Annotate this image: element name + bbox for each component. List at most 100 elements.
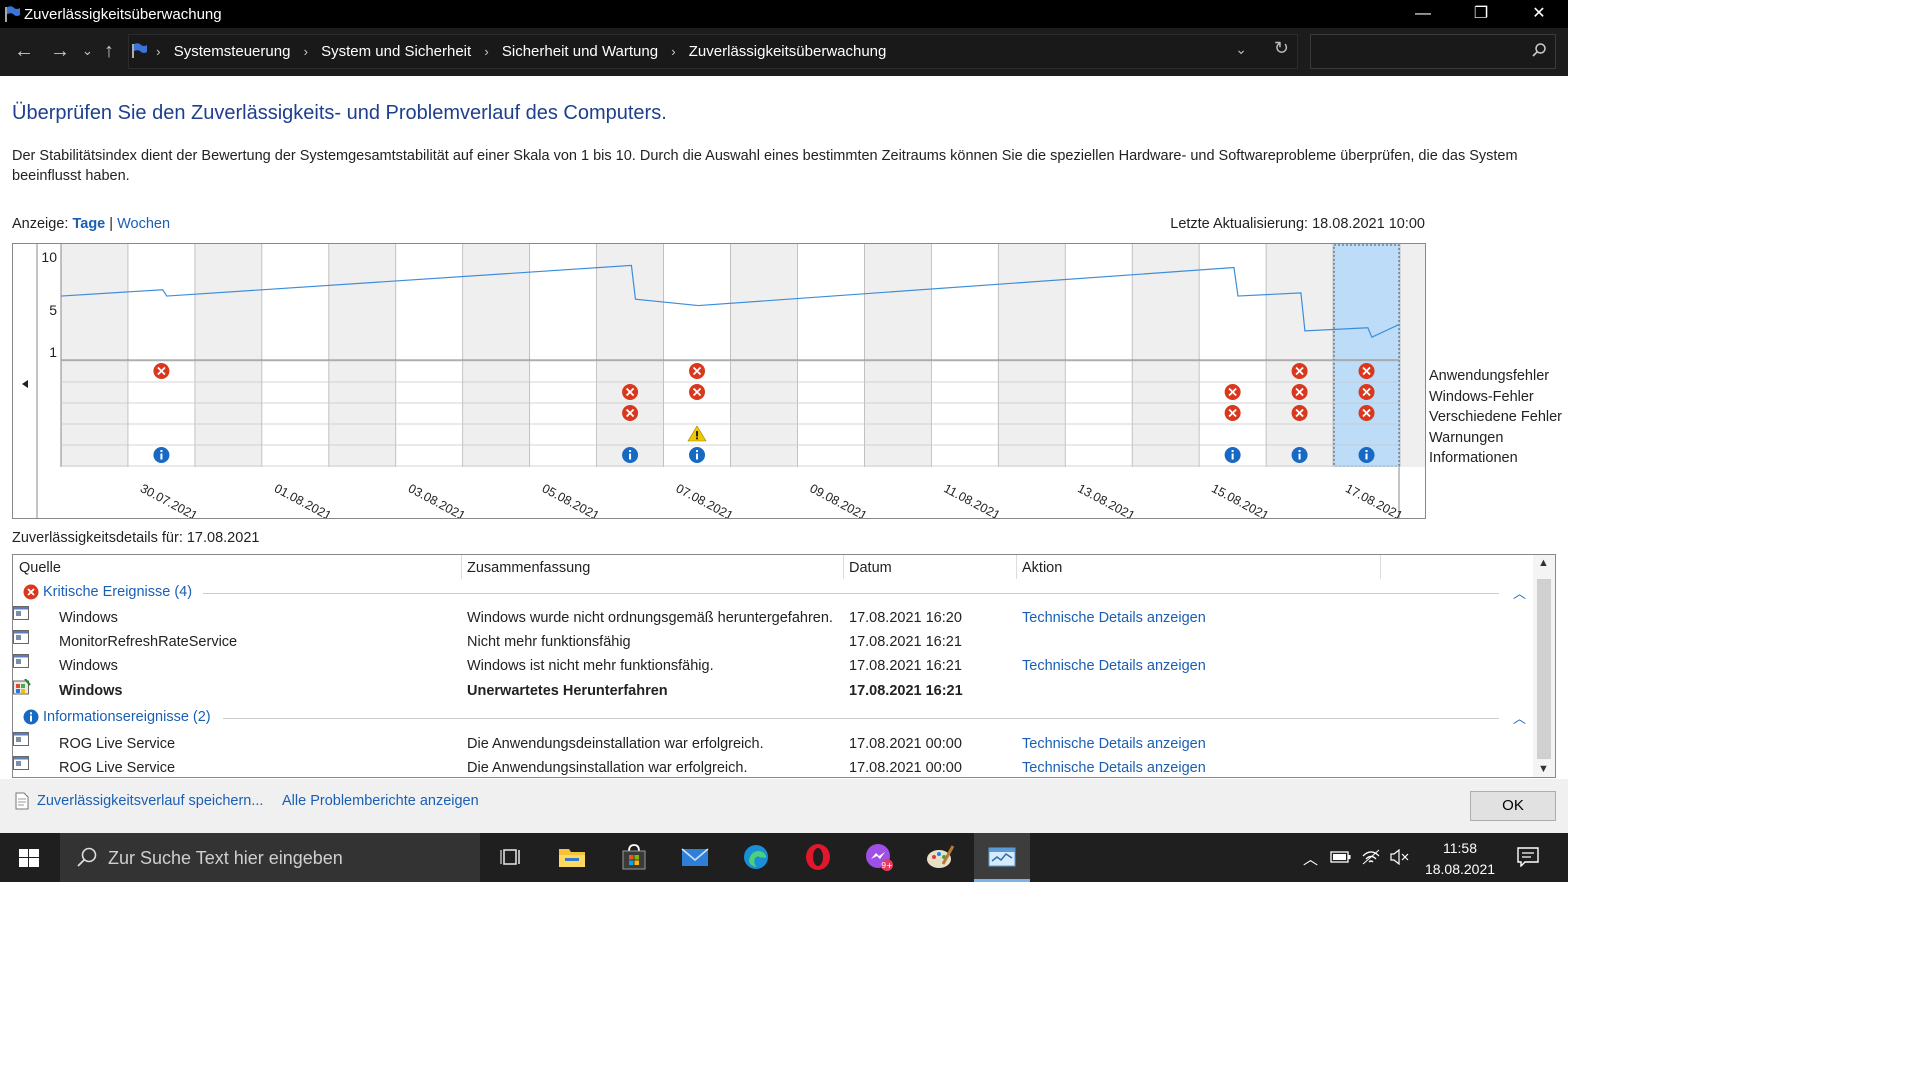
column-header-source[interactable]: Quelle — [19, 560, 61, 576]
column-header-action[interactable]: Aktion — [1022, 560, 1063, 576]
store-icon[interactable] — [619, 842, 649, 872]
table-row[interactable]: ROG Live Service Die Anwendungsdeinstall… — [13, 732, 1533, 756]
forward-arrow-icon[interactable]: → — [50, 40, 70, 62]
start-icon[interactable] — [19, 849, 39, 867]
chart-column-01.08.2021[interactable] — [261, 244, 329, 467]
info-icon-mark — [629, 453, 632, 460]
reliability-monitor-icon[interactable] — [987, 842, 1017, 872]
chart-column-16.08.2021[interactable] — [1266, 244, 1334, 467]
info-icon-dot — [696, 450, 699, 452]
collapse-chevron-icon[interactable]: ︿ — [1513, 711, 1527, 726]
messenger-icon[interactable]: 9+ — [864, 842, 894, 872]
chart-column-09.08.2021[interactable] — [797, 244, 865, 467]
stability-chart-svg[interactable]: 10 5 1 30.07.2021 01.08.2021 03.08.2021 05.08.… — [13, 244, 1425, 518]
chart-column-10.08.2021[interactable] — [864, 244, 932, 467]
info-icon-dot — [1365, 450, 1368, 452]
technical-details-link[interactable]: Technische Details anzeigen — [1022, 760, 1206, 776]
chart-column-17.08.2021[interactable] — [1333, 244, 1400, 467]
x-tick-label: 09.08.2021 — [808, 481, 870, 518]
y-tick-label: 10 — [41, 249, 57, 265]
table-row[interactable]: Windows Unerwartetes Herunterfahren 17.0… — [13, 678, 1533, 703]
group-information-events[interactable]: Informationsereignisse (2) ︿ — [13, 706, 1533, 730]
search-input[interactable] — [1310, 34, 1556, 69]
stability-chart[interactable]: 10 5 1 30.07.2021 01.08.2021 03.08.2021 05.08.… — [12, 243, 1426, 519]
breadcrumb-system-und-sicherheit[interactable]: System und Sicherheit — [321, 43, 472, 60]
battery-icon[interactable] — [1330, 850, 1352, 864]
refresh-icon[interactable]: ↻ — [1273, 38, 1289, 58]
technical-details-link[interactable]: Technische Details anzeigen — [1022, 658, 1206, 674]
error-icon-mark — [157, 366, 166, 376]
opera-icon[interactable] — [803, 842, 833, 872]
table-row[interactable]: ROG Live Service Die Anwendungsinstallat… — [13, 756, 1533, 777]
recent-locations-chevron-icon[interactable]: ⌄ — [82, 43, 93, 58]
technical-details-link[interactable]: Technische Details anzeigen — [1022, 610, 1206, 626]
notification-center-icon[interactable] — [1517, 847, 1539, 867]
volume-muted-icon[interactable] — [1389, 849, 1409, 865]
chart-column-05.08.2021[interactable] — [529, 244, 597, 467]
chart-column-08.08.2021[interactable] — [730, 244, 798, 467]
close-button[interactable]: ✕ — [1532, 5, 1546, 22]
show-hidden-icons-chevron-icon[interactable]: ︿ — [1303, 851, 1319, 868]
column-divider[interactable] — [461, 555, 462, 579]
scroll-up-icon[interactable]: ▲ — [1538, 557, 1549, 569]
chart-column-15.08.2021[interactable] — [1199, 244, 1267, 467]
chart-column-12.08.2021[interactable] — [998, 244, 1066, 467]
scroll-left-icon[interactable] — [22, 380, 28, 388]
back-arrow-icon[interactable]: ← — [14, 40, 34, 62]
chart-column-14.08.2021[interactable] — [1132, 244, 1200, 467]
chart-column-03.08.2021[interactable] — [395, 244, 463, 467]
chart-column-13.08.2021[interactable] — [1065, 244, 1133, 467]
breadcrumb-separator-icon[interactable]: › — [303, 44, 308, 59]
all-problem-reports-link[interactable]: Alle Problemberichte anzeigen — [282, 793, 479, 809]
chart-column-31.07.2021[interactable] — [194, 244, 262, 467]
column-divider[interactable] — [843, 555, 844, 579]
column-divider[interactable] — [1380, 555, 1381, 579]
address-bar[interactable]: › Systemsteuerung › System und Sicherhei… — [128, 34, 1298, 69]
chart-column-29.07.2021[interactable] — [61, 244, 128, 467]
chart-column-11.08.2021[interactable] — [931, 244, 999, 467]
group-critical-events[interactable]: Kritische Ereignisse (4) ︿ — [13, 581, 1533, 605]
x-tick-label: 03.08.2021 — [406, 481, 468, 518]
edge-icon[interactable] — [741, 842, 771, 872]
breadcrumb-systemsteuerung[interactable]: Systemsteuerung — [173, 43, 291, 60]
breadcrumb-sicherheit-und-wartung[interactable]: Sicherheit und Wartung — [501, 43, 659, 60]
chart-column-04.08.2021[interactable] — [462, 244, 530, 467]
view-weeks-link[interactable]: Wochen — [117, 216, 171, 232]
chart-column-02.08.2021[interactable] — [328, 244, 396, 467]
svg-text:9+: 9+ — [881, 861, 893, 870]
maximize-button[interactable]: ❐ — [1473, 5, 1489, 22]
breadcrumb-separator-icon[interactable]: › — [484, 44, 489, 59]
wifi-icon[interactable] — [1361, 848, 1381, 866]
collapse-chevron-icon[interactable]: ︿ — [1513, 586, 1527, 601]
breadcrumb-separator-icon[interactable]: › — [671, 44, 676, 59]
x-tick-label: 17.08.2021 — [1343, 481, 1405, 518]
view-days-link[interactable]: Tage — [72, 216, 106, 232]
scroll-thumb[interactable] — [1537, 579, 1551, 759]
column-divider[interactable] — [1016, 555, 1017, 579]
column-header-date[interactable]: Datum — [849, 560, 892, 576]
scroll-down-icon[interactable]: ▼ — [1538, 763, 1549, 775]
chart-column-18.08.2021[interactable] — [1400, 244, 1425, 467]
save-history-link[interactable]: Zuverlässigkeitsverlauf speichern... — [37, 793, 264, 809]
file-explorer-icon[interactable] — [557, 842, 587, 872]
system-clock[interactable]: 11:58 18.08.2021 — [1410, 838, 1510, 880]
table-row[interactable]: MonitorRefreshRateService Nicht mehr fun… — [13, 630, 1533, 654]
ok-button[interactable]: OK — [1470, 791, 1556, 821]
up-arrow-icon[interactable]: ↑ — [104, 40, 114, 62]
chart-column-30.07.2021[interactable] — [127, 244, 195, 467]
address-dropdown-chevron-icon[interactable]: ⌄ — [1235, 41, 1247, 57]
table-row[interactable]: Windows Windows wurde nicht ordnungsgemä… — [13, 606, 1533, 630]
view-selector: Anzeige: Tage | Wochen — [12, 216, 170, 232]
paint-icon[interactable] — [925, 842, 955, 872]
column-header-summary[interactable]: Zusammenfassung — [467, 560, 591, 576]
clock-time: 11:58 — [1443, 840, 1477, 856]
breadcrumb-zuverlaessigkeitsueberwachung[interactable]: Zuverlässigkeitsüberwachung — [688, 43, 887, 60]
technical-details-link[interactable]: Technische Details anzeigen — [1022, 736, 1206, 752]
minimize-button[interactable]: — — [1415, 5, 1431, 22]
mail-icon[interactable] — [680, 842, 710, 872]
vertical-scrollbar[interactable]: ▲ ▼ — [1533, 555, 1555, 777]
task-view-icon[interactable] — [497, 842, 527, 872]
chart-column-06.08.2021[interactable] — [596, 244, 664, 467]
taskbar-search-input[interactable]: Zur Suche Text hier eingeben — [60, 833, 480, 882]
table-row[interactable]: Windows Windows ist nicht mehr funktions… — [13, 654, 1533, 678]
